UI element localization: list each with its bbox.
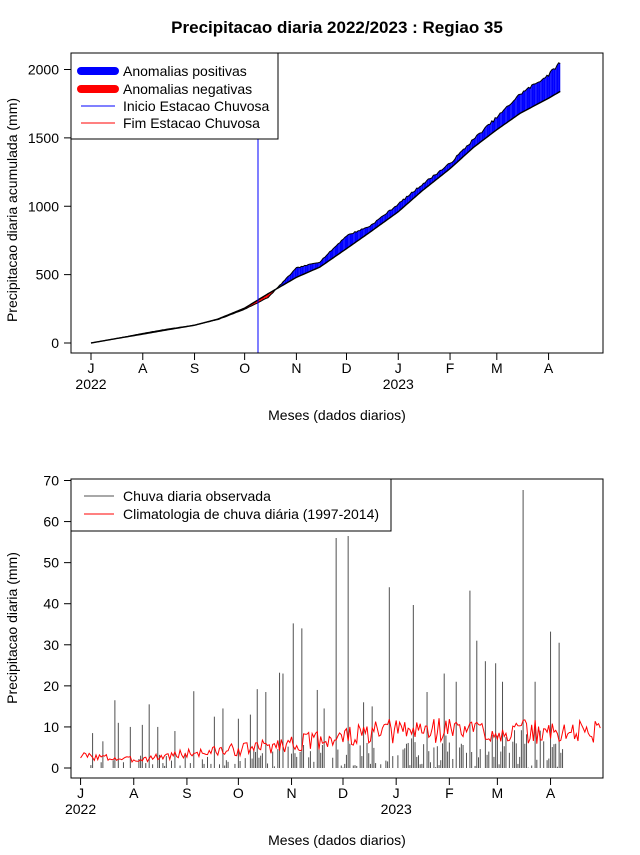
- positive-anomaly-band: [517, 95, 519, 116]
- y-tick-label: 40: [43, 596, 59, 612]
- x-tick-label: O: [233, 785, 244, 801]
- x-tick-label: F: [445, 785, 454, 801]
- positive-anomaly-band: [296, 267, 298, 277]
- positive-anomaly-band: [529, 87, 531, 108]
- y-tick-label: 0: [51, 335, 59, 351]
- positive-anomaly-band: [495, 118, 497, 131]
- legend-label-season-end: Fim Estacao Chuvosa: [123, 115, 260, 131]
- positive-anomaly-band: [524, 91, 526, 112]
- daily-legend: Chuva diaria observada Climatologia de c…: [71, 479, 391, 531]
- positive-anomaly-band: [341, 239, 343, 252]
- legend-label-positive: Anomalias positivas: [123, 63, 247, 79]
- positive-anomaly-band: [500, 113, 502, 128]
- positive-anomaly-band: [507, 106, 509, 123]
- positive-anomaly-band: [503, 108, 505, 125]
- positive-anomaly-band: [557, 63, 559, 93]
- chart-title: Precipitacao diaria 2022/2023 : Regiao 3…: [171, 18, 503, 37]
- y-tick-label: 10: [43, 719, 59, 735]
- x-tick-label: N: [286, 785, 296, 801]
- x-tick-label: S: [190, 360, 199, 376]
- x-tick-label: M: [491, 360, 503, 376]
- y-tick-label: 60: [43, 514, 59, 530]
- positive-anomaly-band: [554, 69, 556, 96]
- x-tick-label: A: [544, 360, 554, 376]
- x-tick-label: J: [393, 785, 400, 801]
- y-tick-label: 50: [43, 555, 59, 571]
- positive-anomaly-band: [519, 94, 521, 114]
- x-tick-label: J: [77, 785, 84, 801]
- positive-anomaly-band: [527, 87, 529, 109]
- x-tick-label: O: [239, 360, 250, 376]
- x-tick-label: A: [546, 785, 556, 801]
- daily-y-axis-label: Precipitacao diaria (mm): [4, 552, 20, 704]
- daily-plot-area: [81, 490, 601, 768]
- x-tick-label: F: [446, 360, 455, 376]
- positive-anomaly-band: [520, 94, 522, 113]
- positive-anomaly-band: [514, 99, 516, 118]
- positive-anomaly-band: [347, 235, 349, 249]
- daily-legend-box: [71, 479, 391, 531]
- x-tick-label: S: [182, 785, 191, 801]
- y-tick-label: 70: [43, 473, 59, 489]
- x-tick-label: D: [338, 785, 348, 801]
- positive-anomaly-band: [559, 63, 561, 92]
- y-tick-label: 500: [36, 267, 60, 283]
- positive-anomaly-band: [539, 82, 541, 104]
- x-year-label: 2023: [381, 801, 412, 817]
- positive-anomaly-band: [505, 106, 507, 123]
- positive-anomaly-band: [555, 66, 557, 95]
- x-tick-label: D: [341, 360, 351, 376]
- x-tick-label: A: [138, 360, 148, 376]
- y-tick-label: 30: [43, 637, 59, 653]
- legend-label-negative: Anomalias negativas: [123, 81, 252, 97]
- positive-anomaly-band: [540, 80, 542, 103]
- cumulative-x-axis-label: Meses (dados diarios): [268, 407, 406, 423]
- positive-anomaly-band: [350, 234, 352, 247]
- positive-anomaly-band: [508, 105, 510, 122]
- legend-label-climatology: Climatologia de chuva diária (1997-2014): [123, 506, 379, 522]
- x-tick-label: A: [129, 785, 139, 801]
- y-tick-label: 1000: [28, 198, 59, 214]
- positive-anomaly-band: [544, 78, 546, 101]
- positive-anomaly-band: [535, 83, 537, 105]
- y-tick-label: 0: [51, 760, 59, 776]
- positive-anomaly-band: [525, 89, 527, 111]
- legend-label-daily-rain: Chuva diaria observada: [123, 488, 271, 504]
- cumulative-legend: Anomalias positivas Anomalias negativas …: [71, 53, 278, 139]
- positive-anomaly-band: [550, 70, 552, 98]
- x-tick-label: N: [291, 360, 301, 376]
- legend-label-season-start: Inicio Estacao Chuvosa: [123, 98, 270, 114]
- x-tick-label: J: [88, 360, 95, 376]
- climatology-daily-line: [81, 718, 601, 762]
- positive-anomaly-band: [298, 267, 300, 276]
- x-year-label: 2022: [75, 376, 106, 392]
- positive-anomaly-band: [545, 75, 547, 100]
- y-tick-label: 2000: [28, 62, 59, 78]
- positive-anomaly-band: [348, 234, 350, 247]
- positive-anomaly-band: [547, 75, 549, 99]
- cumulative-y-axis-label: Precipitacao diaria acumulada (mm): [4, 98, 20, 322]
- positive-anomaly-band: [542, 78, 544, 101]
- positive-anomaly-band: [512, 101, 514, 119]
- x-year-label: 2022: [65, 801, 96, 817]
- positive-anomaly-band: [345, 236, 347, 250]
- positive-anomaly-band: [552, 69, 554, 97]
- daily-chart: 0 10 20 30 40 50 60 70 J A S O N D J F M A 2022 2023 Meses …: [4, 473, 603, 849]
- positive-anomaly-band: [510, 103, 512, 120]
- x-tick-label: J: [395, 360, 402, 376]
- y-tick-label: 20: [43, 678, 59, 694]
- positive-anomaly-band: [532, 84, 534, 107]
- y-tick-label: 1500: [28, 130, 59, 146]
- positive-anomaly-band: [534, 84, 536, 106]
- positive-anomaly-band: [537, 82, 539, 104]
- daily-x-axis-label: Meses (dados diarios): [268, 832, 406, 848]
- cumulative-chart: 0 500 1000 1500 2000 J A S O N D J F M A 2022 2023 Meses…: [4, 53, 603, 423]
- x-year-label: 2023: [383, 376, 414, 392]
- x-tick-label: M: [492, 785, 504, 801]
